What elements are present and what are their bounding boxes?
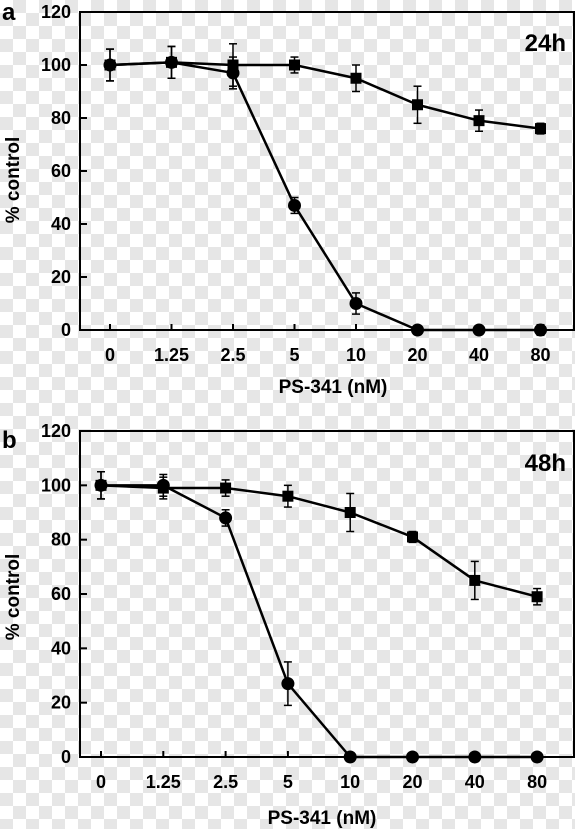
x-tick-label-a-1: 1.25 [154, 345, 189, 365]
y-tick-label-b-3: 60 [51, 584, 71, 604]
marker-square-b-7 [531, 591, 543, 603]
y-tick-label-b-1: 20 [51, 693, 71, 713]
x-tick-label-a-0: 0 [105, 345, 115, 365]
x-tick-label-b-6: 40 [465, 772, 485, 792]
x-tick-label-b-1: 1.25 [146, 772, 181, 792]
marker-square-b-4 [344, 507, 356, 518]
x-tick-label-b-3: 5 [283, 772, 293, 792]
x-tick-label-b-2: 2.5 [213, 772, 238, 792]
marker-circle-a-6 [472, 323, 486, 337]
x-tick-label-a-5: 20 [407, 345, 427, 365]
marker-circle-a-3 [288, 198, 301, 212]
panel-letter-a: a [2, 0, 16, 26]
marker-circle-a-2 [226, 66, 240, 80]
plot-frame-a [79, 11, 575, 331]
marker-square-b-6 [469, 574, 481, 586]
marker-circle-a-0 [103, 58, 117, 72]
y-tick-label-a-5: 100 [41, 55, 71, 75]
x-tick-label-b-7: 80 [527, 772, 547, 792]
series-line-square-a [109, 61, 541, 130]
x-tick-label-b-0: 0 [96, 772, 106, 792]
y-tick-label-a-4: 80 [51, 108, 71, 128]
y-axis-label-b: % control [3, 554, 24, 641]
marker-square-a-4 [350, 72, 362, 84]
y-tick-label-a-0: 0 [61, 320, 71, 340]
y-tick-label-a-6: 120 [41, 2, 71, 22]
time-label-24h: 24h [525, 30, 566, 57]
x-tick-label-a-6: 40 [469, 345, 489, 365]
panel-letter-b: b [2, 427, 17, 454]
x-tick-label-a-4: 10 [346, 345, 366, 365]
y-tick-label-b-2: 40 [51, 638, 71, 658]
marker-circle-b-6 [468, 750, 482, 764]
x-tick-label-a-7: 80 [530, 345, 550, 365]
marker-circle-b-5 [406, 750, 419, 764]
x-axis-label-b: PS-341 (nM) [268, 808, 377, 829]
marker-circle-b-7 [530, 750, 544, 764]
marker-square-b-5 [407, 531, 418, 543]
marker-square-a-7 [535, 123, 546, 135]
marker-square-a-3 [289, 59, 300, 71]
x-tick-label-b-4: 10 [340, 772, 360, 792]
marker-circle-a-7 [534, 323, 547, 337]
marker-circle-a-1 [165, 55, 178, 69]
x-tick-label-a-2: 2.5 [220, 345, 245, 365]
y-tick-label-a-2: 40 [51, 214, 71, 234]
y-tick-label-b-4: 80 [51, 530, 71, 550]
y-axis-label-a: % control [3, 137, 24, 224]
y-tick-label-b-0: 0 [61, 747, 71, 767]
marker-square-b-2 [220, 482, 232, 494]
plot-area-a: 0 20 40 60 80 100 120 0 1.25 2.5 5 10 20 40 80 [41, 2, 575, 365]
series-line-circle-a [109, 61, 541, 332]
y-tick-label-a-1: 20 [51, 267, 71, 287]
marker-circle-b-3 [281, 677, 295, 691]
marker-circle-b-0 [94, 478, 108, 492]
y-tick-label-b-5: 100 [41, 475, 71, 495]
marker-circle-a-4 [349, 297, 363, 310]
marker-square-a-6 [473, 115, 485, 127]
series-line-circle-b [101, 484, 538, 759]
series-line-square-b [100, 484, 538, 598]
time-label-48h: 48h [525, 450, 566, 477]
y-tick-label-b-6: 120 [41, 421, 71, 441]
plot-area-b: 0 20 40 60 80 100 120 0 1.25 2.5 5 10 20 40 80 [41, 421, 575, 792]
y-tick-label-a-3: 60 [51, 161, 71, 181]
marker-circle-a-5 [411, 323, 424, 337]
x-tick-label-b-5: 20 [402, 772, 422, 792]
x-axis-label-a: PS-341 (nM) [279, 377, 388, 398]
plot-frame-b [79, 430, 575, 758]
x-tick-label-a-3: 5 [289, 345, 299, 365]
panel-b: b 48h % control PS-341 (nM) 020406080100… [2, 421, 575, 829]
panel-a: a 24h % control PS-341 (nM) 020406080100… [2, 0, 575, 398]
marker-circle-b-2 [219, 511, 233, 525]
marker-circle-b-4 [343, 750, 357, 764]
marker-circle-b-1 [156, 478, 170, 492]
marker-square-a-5 [412, 99, 423, 111]
marker-square-b-3 [282, 490, 294, 502]
